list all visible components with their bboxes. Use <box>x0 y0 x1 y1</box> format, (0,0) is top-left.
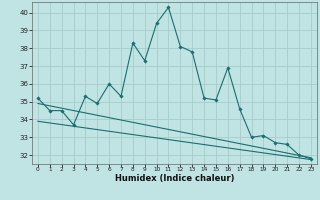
X-axis label: Humidex (Indice chaleur): Humidex (Indice chaleur) <box>115 174 234 183</box>
